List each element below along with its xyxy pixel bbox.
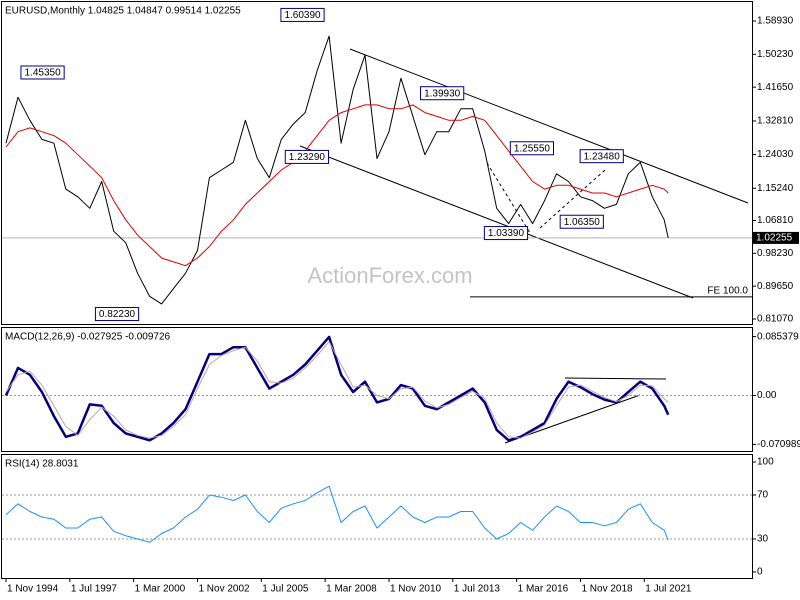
- series-line: [5, 35, 669, 305]
- annotation-label: 1.23290: [289, 152, 326, 163]
- annotation-box: [509, 141, 555, 156]
- annotation-box: [280, 7, 325, 22]
- y-tick-label: 1.15240: [757, 183, 794, 194]
- x-tick-label: 1 Nov 2010: [390, 584, 442, 595]
- annotation-box: [20, 65, 65, 80]
- y-tick-label: 70: [757, 490, 769, 501]
- price-panel: [1, 1, 753, 325]
- wave-line: [486, 162, 531, 234]
- x-tick-label: 1 Jul 2013: [454, 584, 501, 595]
- level-label: FE 100.0: [707, 285, 748, 296]
- annotation-box: [420, 86, 465, 101]
- y-tick-label: -0.070989: [757, 439, 800, 450]
- x-tick-label: 1 Mar 2000: [135, 584, 186, 595]
- y-tick-label: 1.41650: [757, 82, 794, 93]
- macd-title: MACD(12,26,9) -0.027925 -0.009726: [5, 332, 171, 343]
- annotation-label: 1.23480: [584, 151, 621, 162]
- x-tick-label: 1 Nov 1994: [7, 584, 59, 595]
- x-tick-label: 1 Nov 2018: [581, 584, 633, 595]
- annotation-box: [94, 307, 140, 322]
- x-tick-label: 1 Jul 2005: [262, 584, 309, 595]
- annotation-box: [559, 214, 604, 229]
- annotation-label: 1.45350: [24, 68, 61, 79]
- y-tick-label: 0.81070: [757, 314, 794, 325]
- channel-line: [299, 145, 694, 299]
- x-tick-label: 1 Jul 2021: [645, 584, 692, 595]
- y-tick-label: 0.98230: [757, 248, 794, 259]
- annotation-label: 1.06350: [564, 217, 601, 228]
- y-tick-label: 0.00: [757, 390, 777, 401]
- y-tick-label: 1.32810: [757, 116, 794, 127]
- macd-panel: [1, 327, 753, 452]
- wave-line: [539, 169, 606, 229]
- price-title: EURUSD,Monthly 1.04825 1.04847 0.99514 1…: [5, 6, 241, 17]
- series-line: [5, 485, 669, 543]
- annotation-box: [483, 226, 529, 241]
- y-tick-label: 1.06810: [757, 215, 794, 226]
- annotation-label: 1.60390: [284, 10, 321, 21]
- x-tick-label: 1 Mar 2008: [326, 584, 377, 595]
- y-tick-label: 1.50230: [757, 49, 794, 60]
- x-tick-label: 1 Jul 1997: [71, 584, 118, 595]
- rsi-title: RSI(14) 28.8031: [5, 459, 79, 470]
- annotation-label: 1.39930: [424, 88, 461, 99]
- macd-trend-line: [564, 377, 667, 380]
- series-line: [5, 104, 669, 267]
- y-tick-label: 0: [757, 567, 763, 578]
- last-price-box: [753, 231, 799, 244]
- annotation-box: [579, 149, 624, 164]
- y-tick-label: 100: [757, 457, 774, 468]
- x-tick-label: 1 Mar 2016: [518, 584, 569, 595]
- annotation-label: 0.82230: [99, 309, 136, 320]
- y-tick-label: 30: [757, 534, 769, 545]
- rsi-panel: [1, 454, 753, 579]
- last-price-label: 1.02255: [756, 233, 793, 244]
- annotation-box: [284, 149, 329, 164]
- series-line: [4, 335, 670, 442]
- x-tick-label: 1 Nov 2002: [198, 584, 250, 595]
- watermark: ActionForex.com: [307, 263, 472, 288]
- annotation-label: 1.25550: [514, 143, 551, 154]
- series-line: [5, 341, 669, 439]
- annotation-label: 1.03390: [488, 228, 525, 239]
- y-tick-label: 1.58930: [757, 16, 794, 27]
- y-tick-label: 1.24030: [757, 149, 794, 160]
- y-tick-label: 0.085379: [757, 331, 799, 342]
- y-tick-label: 0.89650: [757, 281, 794, 292]
- channel-line: [349, 48, 749, 204]
